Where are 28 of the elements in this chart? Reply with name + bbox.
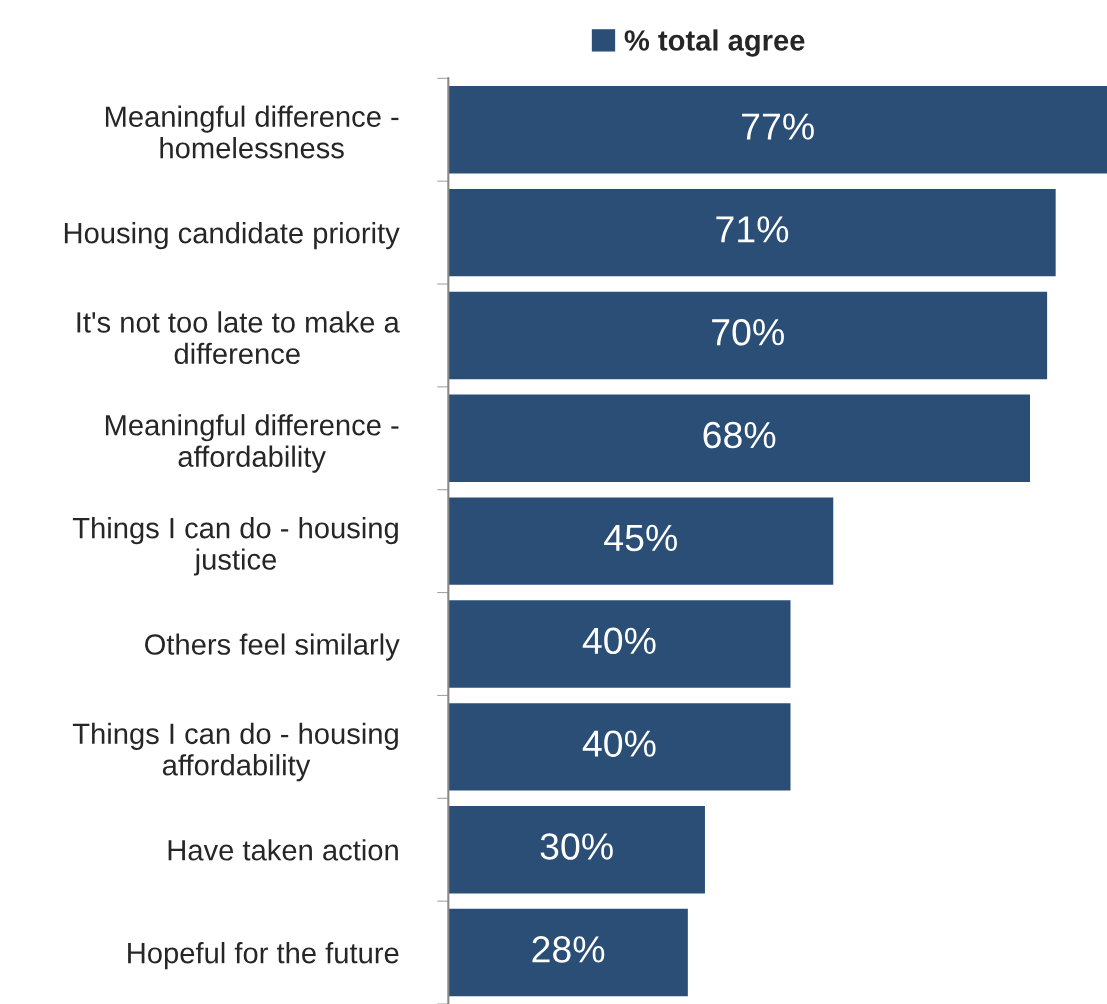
data-label: 28%	[532, 936, 605, 963]
data-label: 71%	[716, 216, 789, 243]
y-tick-label: Meaningful difference - affordability	[105, 414, 399, 473]
bar	[448, 703, 791, 791]
y-tick-label: Have taken action	[168, 839, 398, 861]
y-tick-label: Housing candidate priority	[64, 222, 400, 250]
data-label: 40%	[582, 627, 656, 655]
y-tick-label: Hopeful for the future	[128, 942, 399, 970]
data-label: 40%	[582, 730, 656, 757]
bar	[448, 497, 834, 585]
data-label: 77%	[742, 113, 814, 140]
bar	[448, 394, 1031, 483]
y-tick-label: Others feel similarly	[145, 633, 400, 661]
data-label: 45%	[604, 524, 677, 552]
y-tick-label: Things I can do - housing affordability	[72, 722, 398, 782]
y-tick-label: It's not too late to make a difference	[77, 311, 400, 365]
data-label: 68%	[703, 421, 776, 449]
bar	[448, 600, 791, 688]
bar	[448, 806, 705, 894]
bar	[448, 908, 688, 997]
bar	[448, 188, 1056, 277]
data-label: 70%	[712, 318, 784, 346]
y-tick-label: Meaningful difference - homelessness	[105, 105, 399, 159]
y-tick-label: Things I can do - housing justice	[72, 516, 398, 576]
bar	[448, 86, 1107, 174]
data-label: 30%	[540, 833, 613, 860]
bar	[448, 291, 1048, 380]
legend-label: % total agree	[624, 29, 805, 57]
